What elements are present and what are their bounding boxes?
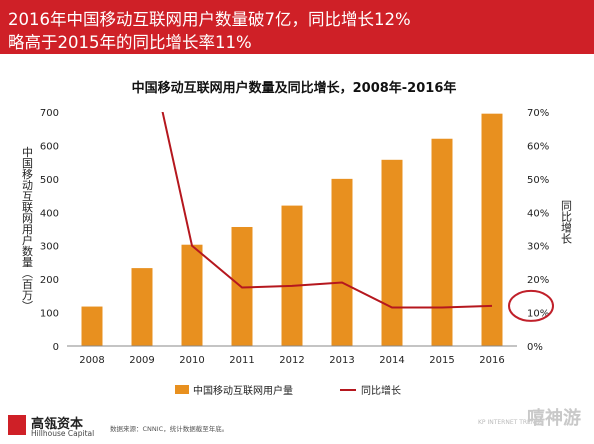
growth-line bbox=[161, 112, 493, 309]
brand-watermark: 嘻神游 bbox=[527, 408, 581, 429]
y-tick-label: 0 bbox=[53, 342, 59, 353]
data-source-note: 数据来源：CNNIC，统计数据截至年底。 bbox=[110, 425, 229, 433]
header-banner: 2016年中国移动互联网用户数量破7亿，同比增长12% 略高于2015年的同比增… bbox=[0, 0, 594, 54]
y2-axis-label: 同比增长 bbox=[560, 200, 573, 244]
bar bbox=[131, 268, 153, 346]
y2-tick-label: 0% bbox=[527, 342, 543, 353]
x-tick-label: 2015 bbox=[429, 355, 454, 366]
bar bbox=[381, 159, 403, 346]
y-tick-label: 200 bbox=[40, 275, 59, 286]
y2-tick-label: 10% bbox=[527, 309, 549, 320]
x-tick-label: 2013 bbox=[329, 355, 354, 366]
y2-tick-label: 30% bbox=[527, 242, 549, 253]
y-tick-label: 300 bbox=[40, 242, 59, 253]
y2-tick-label: 70% bbox=[527, 108, 549, 119]
legend-label-line: 同比增长 bbox=[361, 384, 401, 397]
x-tick-label: 2016 bbox=[479, 355, 504, 366]
chart-title: 中国移动互联网用户数量及同比增长，2008年-2016年 bbox=[132, 80, 457, 96]
chart: 中国移动互联网用户数量及同比增长，2008年-2016年 0 100 200 300 40… bbox=[21, 80, 573, 397]
y2-tick-label: 50% bbox=[527, 175, 549, 186]
headline-line1: 2016年中国移动互联网用户数量破7亿，同比增长12% bbox=[8, 10, 411, 29]
y-tick-label: 600 bbox=[40, 141, 59, 152]
y-tick-label: 400 bbox=[40, 208, 59, 219]
highlight-circle bbox=[508, 289, 554, 322]
watermark-text: KP INTERNET TRENDS bbox=[478, 419, 544, 426]
x-tick-label: 2008 bbox=[79, 355, 104, 366]
x-tick-label: 2010 bbox=[179, 355, 204, 366]
y2-tick-label: 60% bbox=[527, 141, 549, 152]
hillhouse-logo-icon bbox=[8, 415, 26, 435]
y-tick-label: 500 bbox=[40, 175, 59, 186]
bar bbox=[81, 306, 103, 346]
bar bbox=[331, 178, 353, 346]
y2-tick-label: 20% bbox=[527, 275, 549, 286]
legend-swatch-bar bbox=[175, 385, 189, 394]
logo-english-name: Hillhouse Capital bbox=[31, 429, 95, 438]
x-tick-label: 2012 bbox=[279, 355, 304, 366]
y-tick-label: 700 bbox=[40, 108, 59, 119]
bar bbox=[481, 113, 503, 346]
y2-tick-label: 40% bbox=[527, 208, 549, 219]
bar bbox=[181, 244, 203, 346]
logo-chinese-name: 高瓴资本 bbox=[31, 417, 84, 432]
x-tick-label: 2009 bbox=[129, 355, 154, 366]
x-tick-label: 2014 bbox=[379, 355, 404, 366]
legend-label-bar: 中国移动互联网用户量 bbox=[193, 384, 293, 397]
headline-line2: 略高于2015年的同比增长率11% bbox=[8, 33, 252, 52]
y-axis-label: 中国移动互联网用户数量（百万） bbox=[21, 146, 34, 311]
bar bbox=[431, 138, 453, 346]
y-tick-label: 100 bbox=[40, 309, 59, 320]
x-tick-label: 2011 bbox=[229, 355, 254, 366]
bar bbox=[281, 205, 303, 346]
